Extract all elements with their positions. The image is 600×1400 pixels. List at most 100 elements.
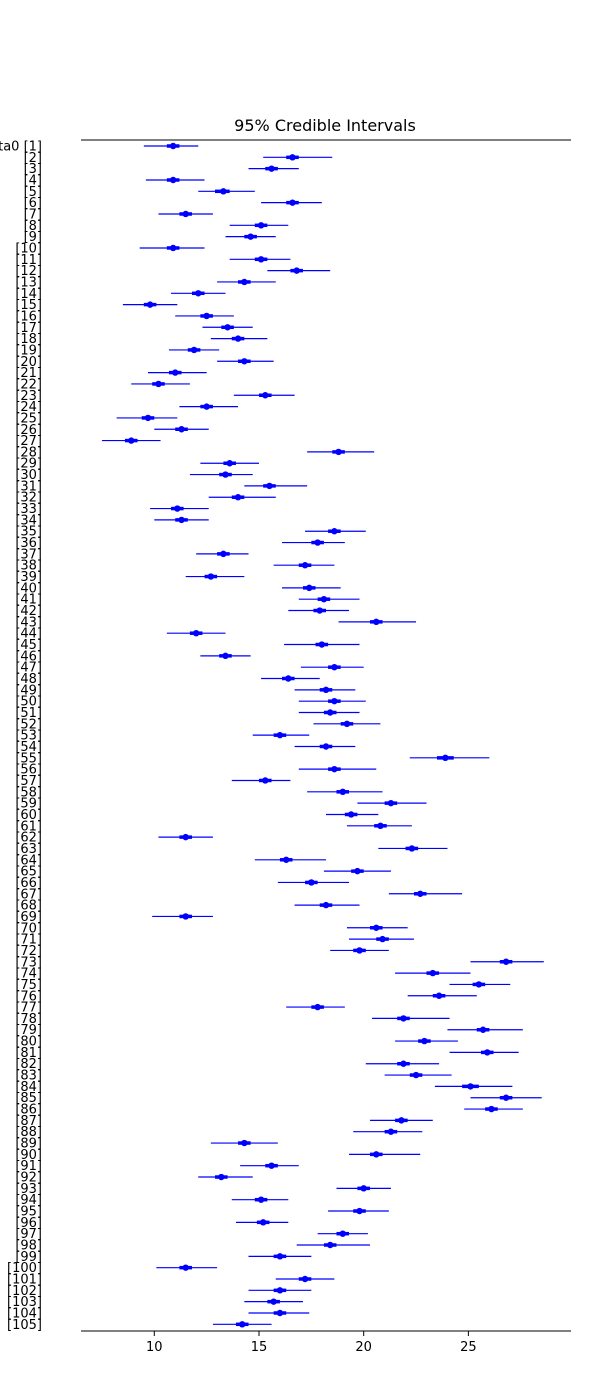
row-label: [33] [15, 502, 42, 517]
interval-row: [97] [15, 1227, 368, 1242]
interval-row: [65] [15, 865, 391, 880]
row-label: [88] [15, 1125, 42, 1140]
row-label: [71] [15, 933, 42, 948]
median-point [241, 278, 248, 286]
row-label: [28] [15, 445, 42, 460]
interval-row: [72] [15, 944, 389, 959]
row-label: [50] [15, 695, 42, 710]
median-point [182, 913, 189, 920]
interval-row: [95] [15, 1205, 389, 1220]
median-point [239, 1321, 246, 1328]
median-point [144, 414, 152, 422]
row-label: [12] [15, 264, 42, 279]
row-label: [56] [15, 763, 42, 778]
row-label: [5] [24, 185, 42, 200]
row-label: [94] [15, 1193, 42, 1208]
row-label: [38] [15, 559, 42, 574]
median-point [172, 369, 179, 376]
interval-row: [37] [15, 547, 249, 562]
interval-row: [40] [15, 581, 341, 596]
interval-row: [16] [15, 309, 234, 324]
interval-row: [68] [15, 899, 360, 914]
interval-row: [96] [15, 1216, 289, 1231]
median-point [182, 833, 189, 841]
median-point [226, 460, 233, 467]
row-label: [57] [15, 774, 42, 789]
interval-row: [87] [15, 1114, 433, 1129]
median-point [354, 867, 361, 875]
interval-row: [78] [15, 1012, 450, 1027]
row-label: [39] [15, 570, 42, 585]
interval-row: [69] [15, 910, 213, 925]
row-label: [23] [15, 389, 42, 404]
median-point [356, 1207, 363, 1215]
row-label: [44] [15, 627, 42, 642]
row-label: [31] [15, 479, 42, 494]
median-point [174, 505, 181, 512]
row-label: [99] [15, 1250, 42, 1265]
median-point [257, 1196, 265, 1203]
row-label: [81] [15, 1046, 42, 1061]
interval-row: [33] [15, 502, 209, 517]
row-label: [42] [15, 604, 42, 619]
row-label: [86] [15, 1103, 42, 1118]
interval-row: [14] [15, 287, 226, 302]
median-point [222, 471, 229, 478]
interval-row: [48] [15, 672, 320, 687]
median-point [218, 1173, 225, 1181]
median-point [247, 233, 254, 240]
interval-row: [46] [15, 649, 251, 664]
median-point [155, 380, 162, 388]
interval-row: [56] [15, 763, 377, 778]
median-point [356, 947, 363, 954]
row-label: [93] [15, 1182, 42, 1197]
row-label: [62] [15, 831, 42, 846]
interval-row: [93] [15, 1182, 391, 1197]
row-label: [3] [24, 162, 42, 177]
median-point [241, 1139, 248, 1147]
median-point [320, 596, 328, 603]
interval-row: [51] [15, 706, 360, 721]
median-point [234, 494, 242, 501]
interval-row: [34] [15, 513, 209, 528]
interval-row: [102] [7, 1284, 312, 1299]
median-point [257, 256, 265, 263]
row-label: [7] [24, 207, 42, 222]
row-label: [47] [15, 661, 42, 676]
median-point [488, 1105, 495, 1113]
interval-row: [91] [15, 1159, 299, 1174]
median-point [475, 981, 483, 988]
row-label: [13] [15, 275, 42, 290]
interval-row: [90] [15, 1148, 421, 1163]
x-axis: 10 15 20 25 [146, 1331, 477, 1355]
median-point [178, 426, 185, 433]
median-point [306, 584, 313, 592]
median-point [207, 573, 215, 580]
interval-row: [15] [15, 298, 178, 313]
interval-row: [99] [15, 1250, 312, 1265]
median-point [266, 482, 273, 490]
median-point [220, 550, 227, 558]
interval-row: [71] [15, 933, 414, 948]
median-point [335, 448, 342, 456]
row-label: [11] [15, 253, 42, 268]
median-point [331, 765, 338, 773]
row-label: [91] [15, 1159, 42, 1174]
median-point [331, 528, 338, 535]
row-label: [34] [15, 513, 42, 528]
median-point [146, 301, 154, 308]
median-point [502, 1094, 510, 1101]
median-point [326, 1241, 334, 1249]
row-label: [87] [15, 1114, 42, 1129]
row-label: [17] [15, 321, 42, 336]
median-point [285, 675, 292, 682]
interval-row: [6] [24, 196, 322, 211]
interval-row: [13] [15, 275, 276, 290]
row-label: [60] [15, 808, 42, 823]
row-label: [92] [15, 1171, 42, 1186]
median-point [322, 901, 330, 909]
row-label: [78] [15, 1012, 42, 1027]
median-point [257, 222, 265, 229]
median-point [276, 731, 284, 739]
interval-row: [63] [15, 842, 448, 857]
